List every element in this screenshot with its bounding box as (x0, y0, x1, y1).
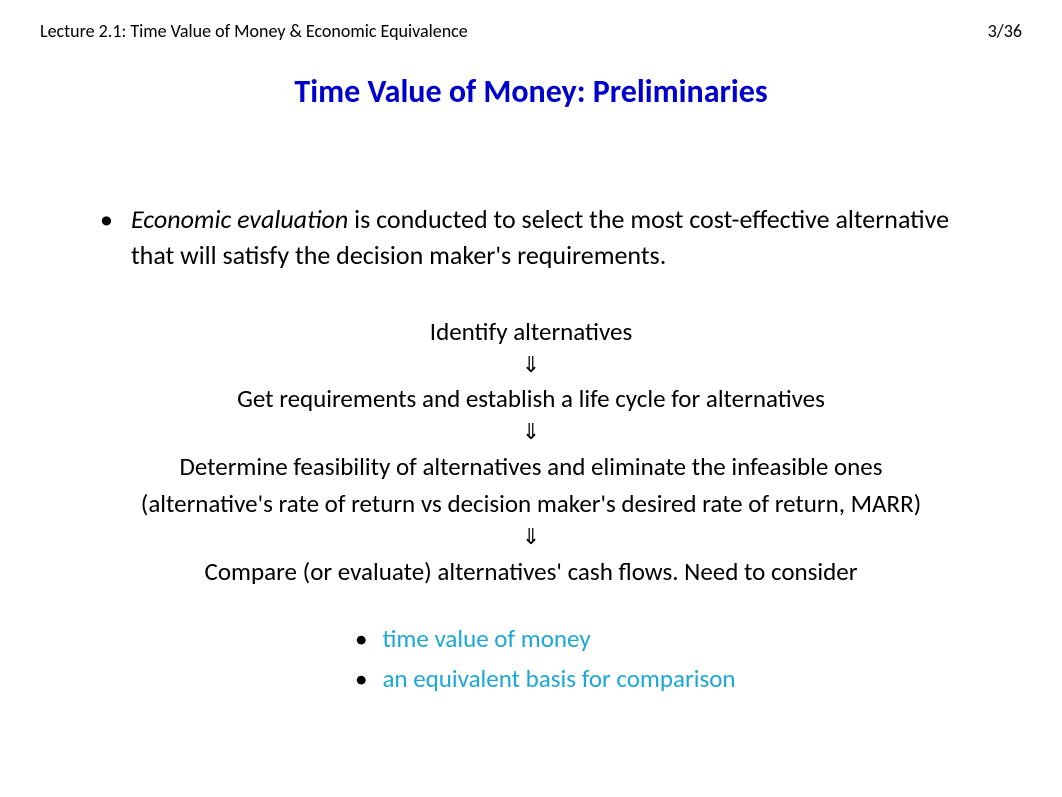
arrow-icon: ⇓ (100, 418, 962, 447)
bullet-marker: • (100, 201, 113, 274)
italic-lead: Economic evaluation (131, 203, 348, 235)
sub-bullet-text-2: an equivalent basis for comparison (382, 659, 735, 699)
main-bullet-text: Economic evaluation is conducted to sele… (131, 201, 962, 274)
sub-bullet-text-1: time value of money (382, 619, 590, 659)
flow-diagram: Identify alternatives ⇓ Get requirements… (100, 314, 962, 589)
sub-bullets: • time value of money • an equivalent ba… (355, 619, 962, 699)
sub-bullet-1: • time value of money (355, 619, 962, 659)
main-bullet: • Economic evaluation is conducted to se… (100, 201, 962, 274)
slide-header: Lecture 2.1: Time Value of Money & Econo… (40, 20, 1022, 42)
flow-step-3b: (alternative's rate of return vs decisio… (100, 486, 962, 521)
slide-title: Time Value of Money: Preliminaries (40, 72, 1022, 111)
bullet-marker: • (355, 619, 367, 659)
flow-step-1: Identify alternatives (100, 314, 962, 349)
sub-bullet-2: • an equivalent basis for comparison (355, 659, 962, 699)
bullet-marker: • (355, 659, 367, 699)
arrow-icon: ⇓ (100, 523, 962, 552)
lecture-label: Lecture 2.1: Time Value of Money & Econo… (40, 20, 468, 42)
flow-step-2: Get requirements and establish a life cy… (100, 381, 962, 416)
flow-step-3a: Determine feasibility of alternatives an… (100, 449, 962, 484)
slide-content: • Economic evaluation is conducted to se… (40, 201, 1022, 699)
arrow-icon: ⇓ (100, 351, 962, 380)
page-number: 3/36 (988, 20, 1022, 42)
flow-step-4: Compare (or evaluate) alternatives' cash… (100, 554, 962, 589)
